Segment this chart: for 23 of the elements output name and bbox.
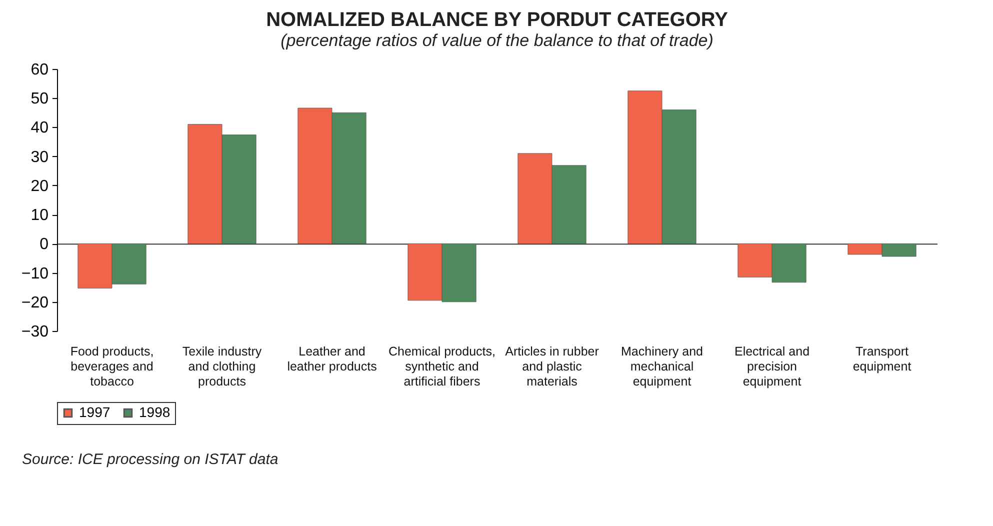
y-tick-label: −30 (21, 324, 49, 340)
y-tick-label: 40 (30, 120, 49, 137)
x-tick-label: Machinery and mechanical equipment (621, 344, 704, 388)
x-tick-label: Chemical products, synthetic and artificial fibers (388, 344, 496, 388)
x-tick-label: Electrical and precision equipment (734, 344, 810, 388)
y-tick-label: 30 (30, 148, 49, 166)
x-tick-label: Leather and leather products (287, 344, 377, 374)
y-tick-label: 60 (30, 62, 49, 78)
x-tick-label: Food products, beverages and tobacco (70, 344, 154, 388)
chart-subtitle: (percentage ratios of value of the balance to that of trade) (280, 31, 714, 50)
chart-title: NOMALIZED BALANCE BY PORDUT CATEGORY (266, 9, 729, 31)
legend-label: 1998 (139, 404, 170, 420)
y-tick-label: −10 (21, 265, 49, 282)
x-tick-label: Articles in rubber and plastic materials (505, 344, 599, 388)
y-tick-label: 50 (30, 90, 49, 108)
source-note: Source: ICE processing on ISTAT data (22, 451, 280, 468)
x-tick-label: Transport equipment (852, 344, 912, 374)
y-tick-label: 0 (40, 236, 49, 254)
x-tick-label: Texile industry and clothing products (182, 344, 262, 388)
legend-label: 1997 (79, 404, 110, 420)
y-tick-label: 10 (30, 207, 49, 224)
y-tick-label: 20 (30, 178, 49, 195)
y-tick-label: −20 (21, 294, 49, 312)
